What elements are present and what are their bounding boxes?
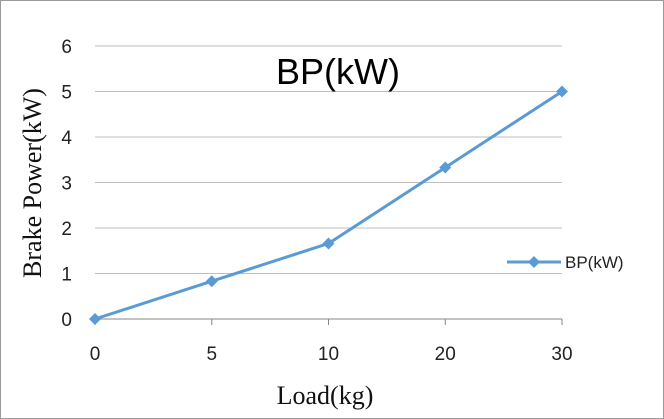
x-tick-label-30: 30 [551,344,572,365]
series-bp [89,85,568,325]
y-axis-label: Brake Power(kW) [18,88,47,278]
gridlines [95,45,562,274]
y-tick-label-2: 2 [61,219,72,240]
y-tick-label-1: 1 [61,265,72,286]
x-tick-label-10: 10 [318,344,339,365]
y-tick-label-0: 0 [61,310,72,331]
y-tick-label-6: 6 [61,37,72,58]
data-point-30 [556,85,568,98]
legend-marker [528,256,540,268]
legend-label: BP(kW) [565,253,624,272]
x-axis [94,318,563,325]
data-point-5 [205,275,218,288]
data-point-10 [322,237,335,250]
y-tick-label-4: 4 [61,128,72,149]
chart-title: BP(kW) [276,51,400,92]
x-tick-label-20: 20 [435,344,456,365]
data-point-0 [89,313,101,325]
series-line [94,90,563,321]
x-axis-label: Load(kg) [277,381,374,410]
x-tick-labels: 0 5 10 20 30 [90,344,573,365]
legend: BP(kW) [507,253,624,272]
data-point-20 [439,161,452,174]
x-tick-label-0: 0 [90,344,101,365]
x-tick-label-5: 5 [206,344,217,365]
y-tick-label-5: 5 [61,83,72,104]
y-tick-labels: 0 1 2 3 4 5 6 [61,37,72,331]
y-tick-label-3: 3 [61,174,72,195]
